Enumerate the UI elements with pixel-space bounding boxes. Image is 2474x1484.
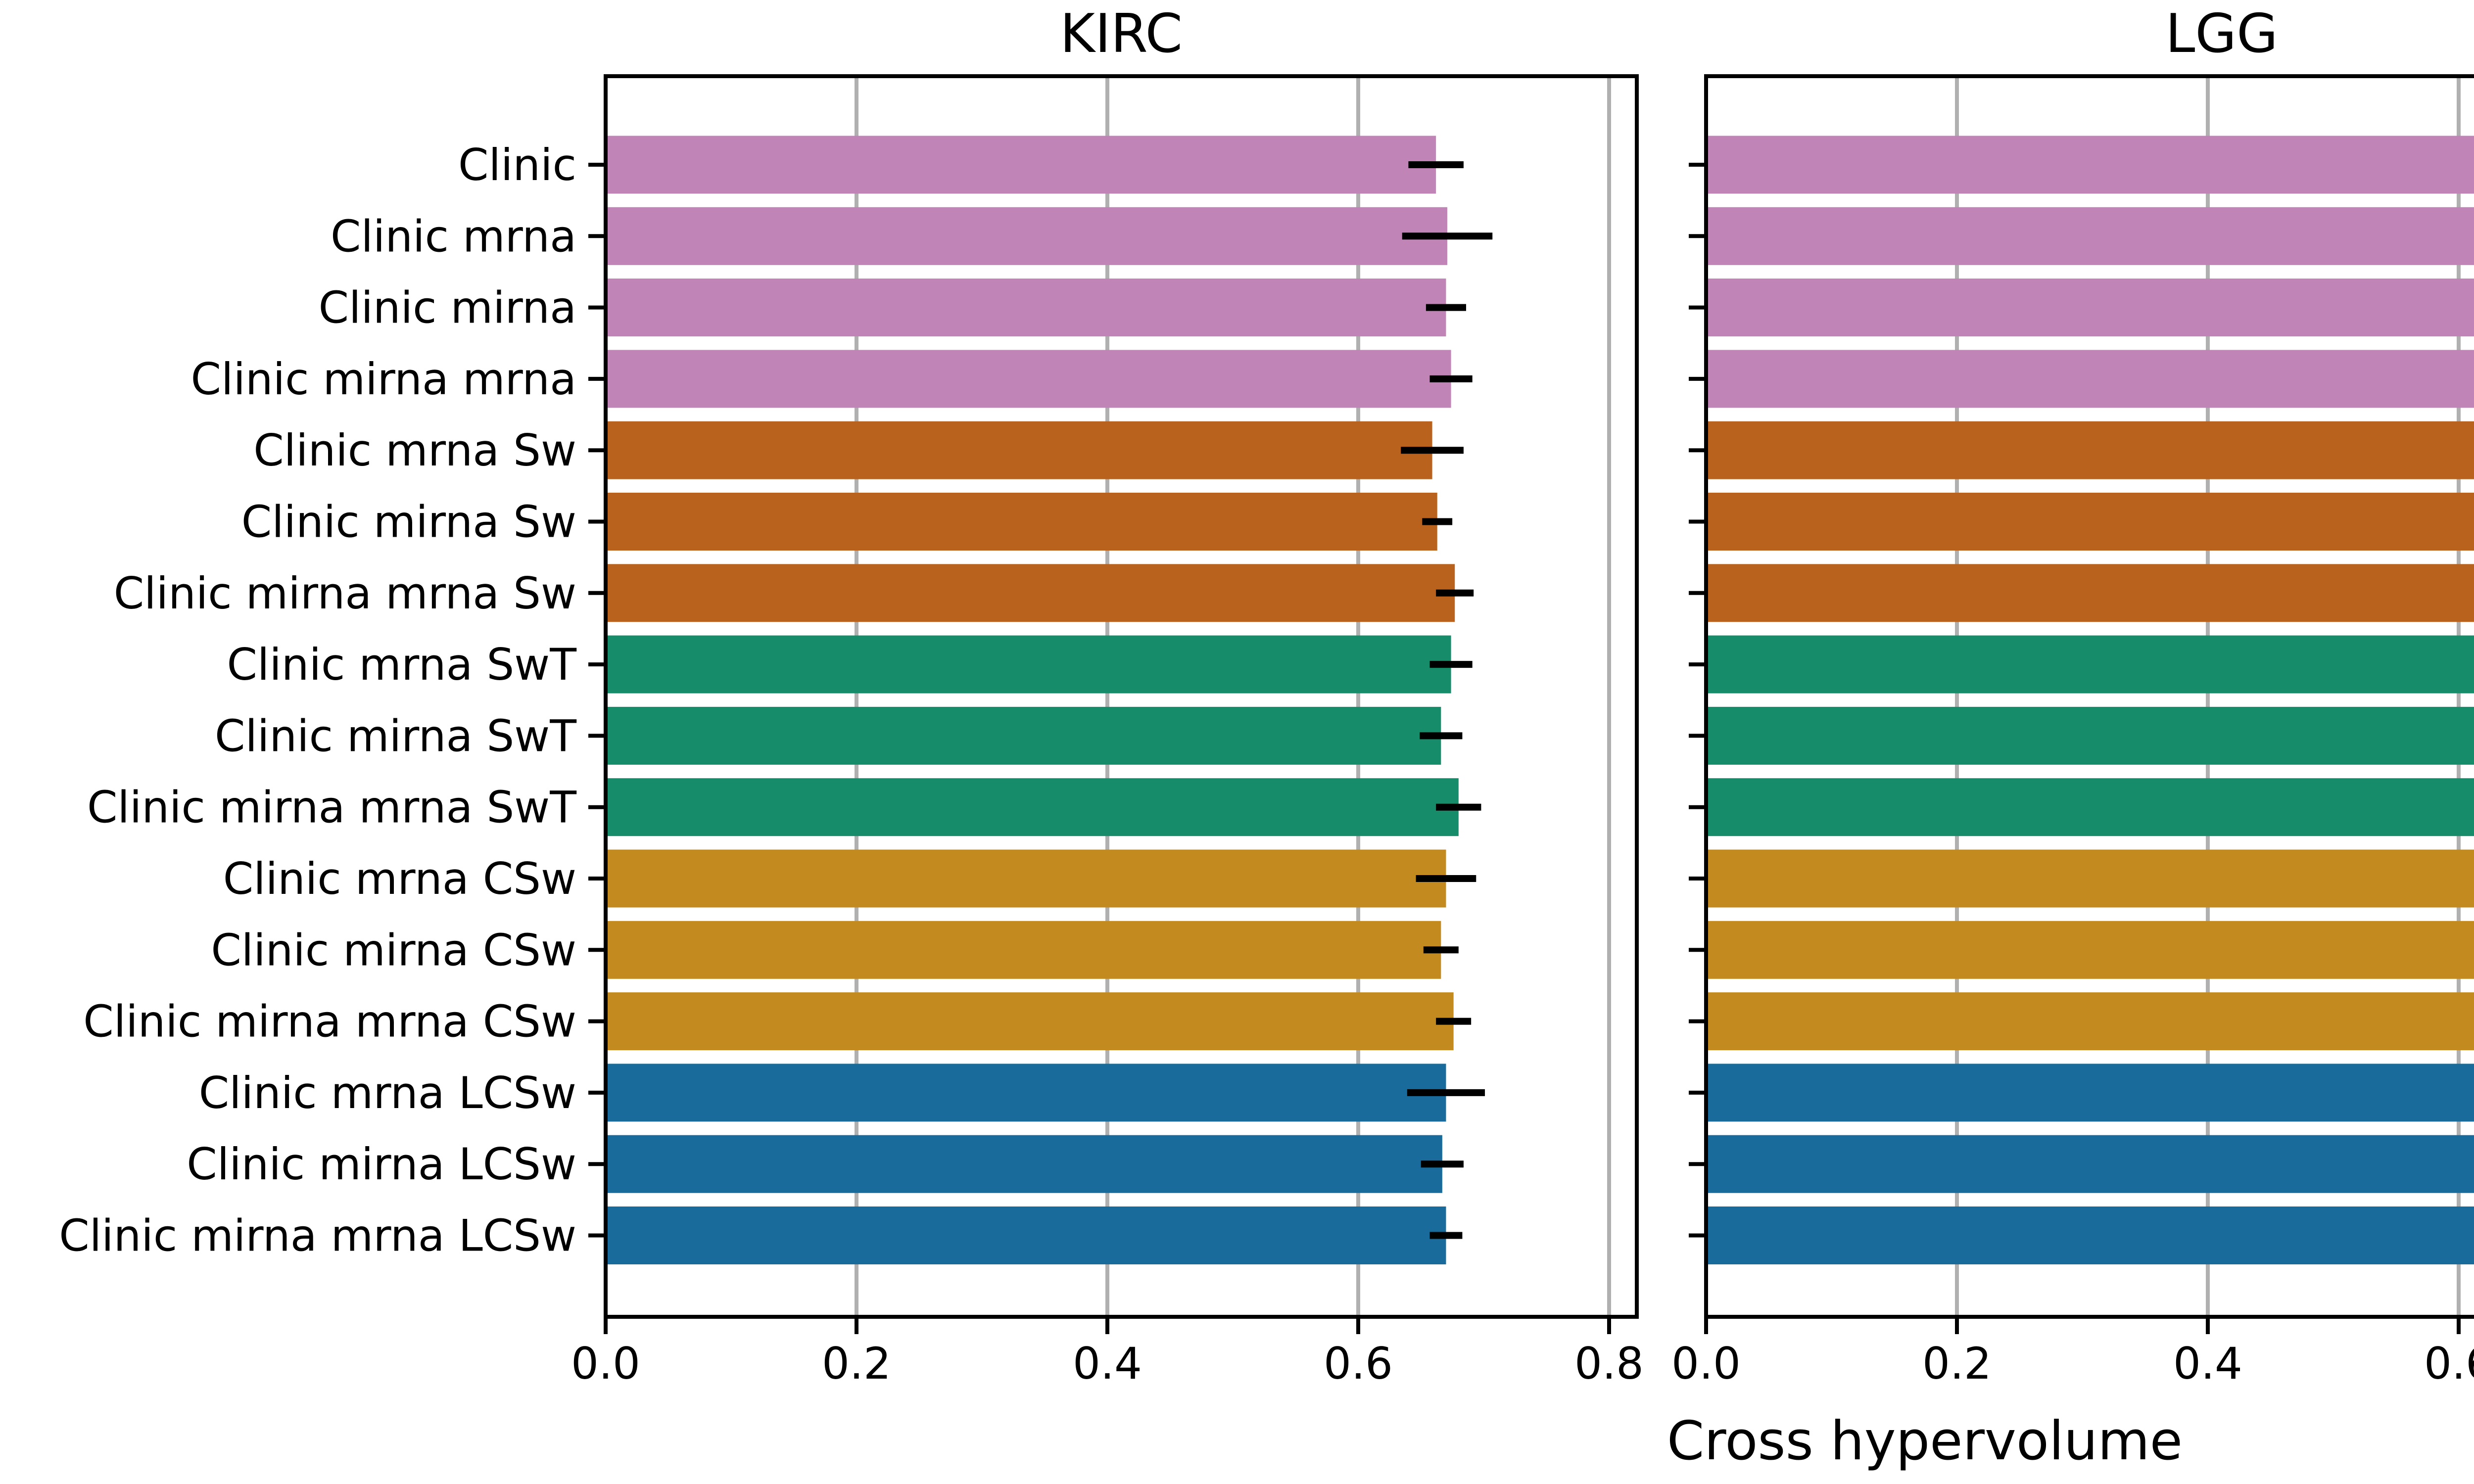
bar: [1706, 778, 2474, 836]
bar: [606, 564, 1455, 622]
bar: [606, 1135, 1442, 1193]
x-tick-label: 0.0: [1671, 1338, 1741, 1389]
category-label: Clinic mirna mrna SwT: [87, 782, 577, 833]
panel-title: KIRC: [1060, 3, 1183, 65]
bar: [1706, 207, 2474, 265]
category-label: Clinic mirna mrna CSw: [83, 996, 576, 1047]
category-label: Clinic mrna Sw: [253, 425, 576, 476]
bar: [606, 706, 1441, 765]
x-tick-label: 0.8: [1574, 1338, 1644, 1389]
bar: [606, 278, 1446, 337]
panels: 0.00.20.40.60.8KIRC0.00.20.40.60.8LGG0.0…: [571, 3, 2474, 1389]
x-axis-label: Cross hypervolume: [1667, 1410, 2183, 1472]
category-label: Clinic mrna: [331, 211, 576, 262]
category-label: Clinic mirna Sw: [241, 497, 576, 548]
bar: [1706, 849, 2474, 908]
bar: [606, 849, 1446, 908]
bar: [606, 136, 1436, 194]
bar: [606, 1064, 1446, 1122]
bar: [606, 421, 1432, 479]
category-label: Clinic mirna mrna: [191, 354, 576, 405]
panel-lgg: 0.00.20.40.60.8LGG: [1671, 3, 2474, 1389]
x-tick-label: 0.4: [2173, 1338, 2242, 1389]
category-labels: Clinic Clinic mrna Clinic mirna Clinic mirn…: [59, 139, 577, 1261]
bar: [606, 921, 1441, 979]
x-tick-label: 0.2: [822, 1338, 891, 1389]
bar: [606, 635, 1451, 694]
panel-kirc: 0.0 0.2 0.4 0.6 0.8 KIRC: [571, 3, 1644, 1389]
bar: [1706, 1064, 2474, 1122]
category-label: Clinic mirna mrna LCSw: [59, 1210, 576, 1261]
bar: [1706, 421, 2474, 479]
axes-frame: [604, 74, 1639, 1319]
category-label: Clinic mirna: [319, 282, 576, 333]
x-tick-label: 0.2: [1922, 1338, 1992, 1389]
category-label: Clinic mrna CSw: [223, 853, 576, 904]
bar: [1706, 278, 2474, 337]
bar: [606, 207, 1447, 265]
category-label: Clinic mirna SwT: [215, 710, 577, 761]
x-tick-label: 0.0: [571, 1338, 640, 1389]
bar: [1706, 921, 2474, 979]
bar: [606, 1206, 1446, 1264]
bar: [1706, 992, 2474, 1051]
bar: [1706, 1135, 2474, 1193]
bar: [606, 350, 1451, 408]
x-tick-label: 0.6: [1324, 1338, 1393, 1389]
x-tick-label: 0.6: [2424, 1338, 2474, 1389]
category-label: Clinic mrna LCSw: [199, 1067, 576, 1118]
bar: [1706, 564, 2474, 622]
bar: [606, 778, 1459, 836]
bar: [1706, 706, 2474, 765]
bar: [1706, 493, 2474, 551]
axes-frame: [1704, 74, 2474, 1319]
category-label: Clinic mirna CSw: [211, 925, 576, 975]
category-label: Clinic mirna mrna Sw: [114, 568, 576, 619]
bar: [606, 992, 1454, 1051]
category-label: Clinic: [458, 139, 576, 190]
bar: [606, 493, 1437, 551]
bar: [1706, 136, 2474, 194]
panel-title: LGG: [2165, 3, 2278, 65]
bar: [1706, 635, 2474, 694]
bar: [1706, 350, 2474, 408]
category-label: Clinic mirna LCSw: [187, 1139, 576, 1190]
x-tick-label: 0.4: [1073, 1338, 1142, 1389]
category-label: Clinic mrna SwT: [227, 639, 577, 690]
bar: [1706, 1206, 2474, 1264]
